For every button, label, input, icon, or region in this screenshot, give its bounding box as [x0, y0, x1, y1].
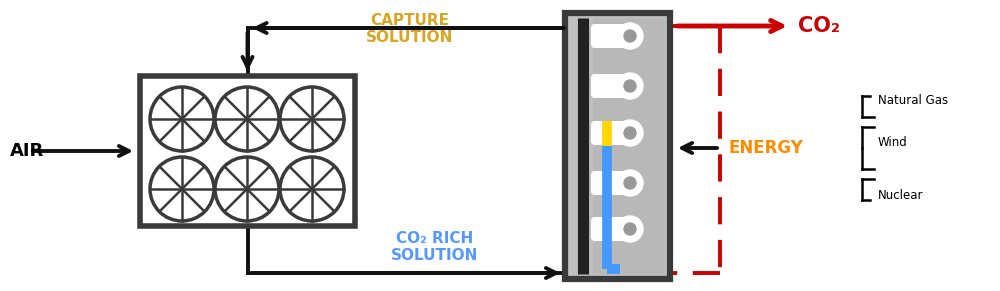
FancyBboxPatch shape — [591, 121, 639, 145]
Circle shape — [624, 30, 636, 42]
Circle shape — [617, 170, 643, 196]
FancyBboxPatch shape — [591, 171, 639, 195]
Circle shape — [150, 87, 214, 151]
Text: Wind: Wind — [878, 136, 908, 150]
Circle shape — [617, 120, 643, 146]
FancyBboxPatch shape — [591, 74, 639, 98]
Bar — [593, 18, 665, 274]
Text: ENERGY: ENERGY — [728, 139, 803, 157]
Circle shape — [624, 80, 636, 92]
Circle shape — [215, 87, 279, 151]
FancyBboxPatch shape — [591, 217, 639, 241]
Circle shape — [150, 157, 214, 221]
Circle shape — [617, 73, 643, 99]
Text: CO₂ RICH
SOLUTION: CO₂ RICH SOLUTION — [391, 231, 479, 263]
Circle shape — [280, 87, 344, 151]
Text: Nuclear: Nuclear — [878, 189, 924, 202]
Text: CO₂: CO₂ — [798, 16, 840, 36]
Text: Natural Gas: Natural Gas — [878, 94, 948, 107]
FancyBboxPatch shape — [591, 24, 639, 48]
Circle shape — [280, 157, 344, 221]
Circle shape — [624, 127, 636, 139]
Circle shape — [617, 23, 643, 49]
Circle shape — [617, 216, 643, 242]
Circle shape — [624, 177, 636, 189]
Bar — [140, 76, 355, 226]
Bar — [565, 13, 670, 279]
Text: AIR: AIR — [10, 142, 44, 160]
Circle shape — [624, 223, 636, 235]
Text: CAPTURE
SOLUTION: CAPTURE SOLUTION — [366, 13, 454, 45]
Circle shape — [215, 157, 279, 221]
